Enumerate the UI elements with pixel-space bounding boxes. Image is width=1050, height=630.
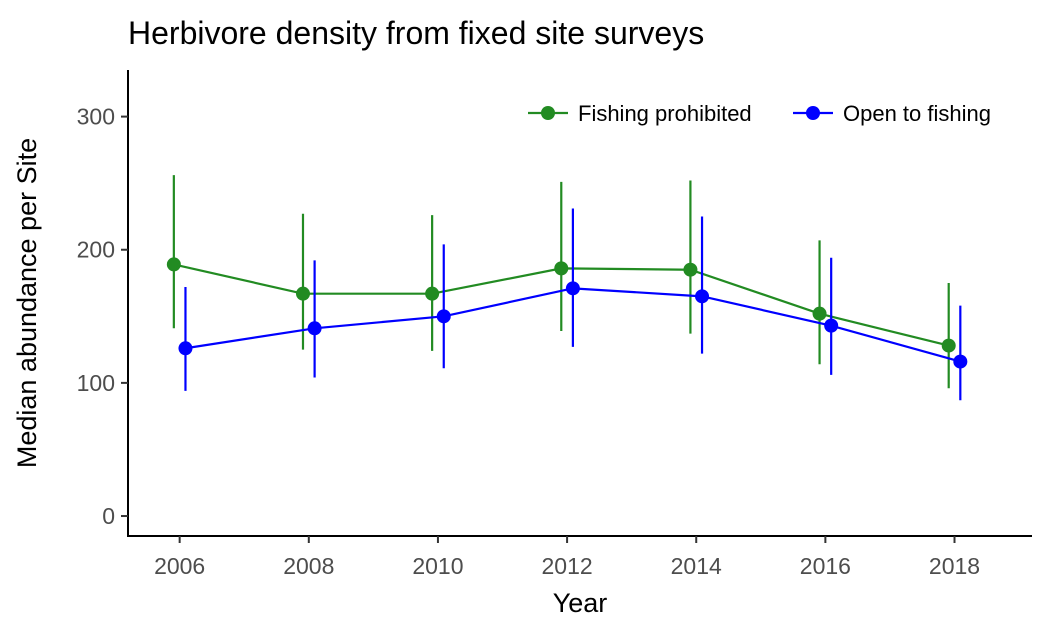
- series-open-to-fishing: [178, 208, 968, 401]
- data-point: [812, 306, 827, 321]
- data-point: [683, 262, 698, 277]
- legend-key-point: [806, 106, 820, 120]
- data-point: [824, 318, 839, 333]
- data-point: [554, 261, 569, 276]
- x-tick-label: 2016: [800, 553, 851, 579]
- x-tick-label: 2006: [154, 553, 205, 579]
- data-point: [953, 354, 968, 369]
- x-tick-label: 2010: [412, 553, 463, 579]
- data-point: [941, 338, 956, 353]
- y-axis-label: Median abundance per Site: [12, 138, 42, 468]
- legend: Fishing prohibited Open to fishing: [528, 101, 991, 126]
- data-point: [178, 341, 193, 356]
- legend-label: Open to fishing: [843, 101, 991, 126]
- legend-label: Fishing prohibited: [578, 101, 752, 126]
- x-axis-label: Year: [553, 588, 608, 618]
- data-point: [565, 281, 580, 296]
- data-point: [295, 286, 310, 301]
- y-axis-ticks: 0 100 200 300: [77, 104, 128, 529]
- data-point: [425, 286, 440, 301]
- x-tick-label: 2014: [671, 553, 722, 579]
- data-point: [436, 309, 451, 324]
- series-fishing-prohibited: [166, 175, 956, 389]
- plot-area: [166, 175, 968, 401]
- chart-title: Herbivore density from fixed site survey…: [128, 15, 704, 51]
- y-tick-label: 0: [102, 503, 115, 529]
- x-tick-label: 2012: [541, 553, 592, 579]
- data-point: [166, 257, 181, 272]
- x-tick-label: 2008: [283, 553, 334, 579]
- y-tick-label: 200: [77, 237, 115, 263]
- y-tick-label: 100: [77, 370, 115, 396]
- x-tick-label: 2018: [929, 553, 980, 579]
- legend-key-point: [541, 106, 555, 120]
- y-tick-label: 300: [77, 104, 115, 130]
- data-point: [695, 289, 710, 304]
- x-axis-ticks: 2006 2008 2010 2012 2014 2016 2018: [154, 536, 980, 579]
- data-point: [307, 321, 322, 336]
